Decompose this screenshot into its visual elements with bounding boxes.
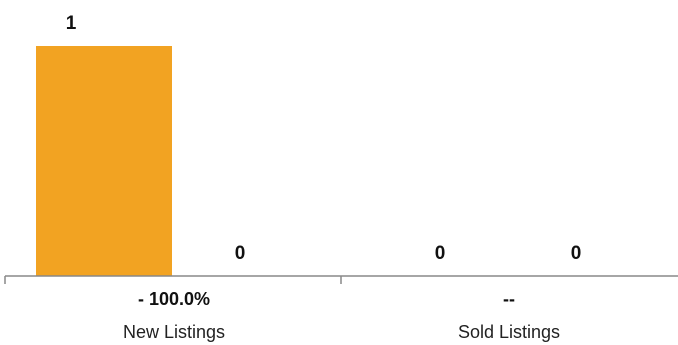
bar	[36, 46, 172, 276]
x-axis-ticks	[4, 276, 342, 284]
value-labels-layer: 1 0 0 0	[66, 13, 582, 264]
bars-layer	[36, 46, 172, 276]
change-label-sold-listings: --	[503, 289, 515, 309]
bar-value-label: 0	[235, 243, 246, 264]
category-label-sold-listings: Sold Listings	[458, 322, 560, 342]
category-label-new-listings: New Listings	[123, 322, 225, 342]
bar-value-label: 0	[571, 243, 582, 264]
bar-value-label: 1	[66, 13, 77, 34]
change-label-new-listings: - 100.0%	[138, 289, 210, 309]
bar-value-label: 0	[435, 243, 446, 264]
